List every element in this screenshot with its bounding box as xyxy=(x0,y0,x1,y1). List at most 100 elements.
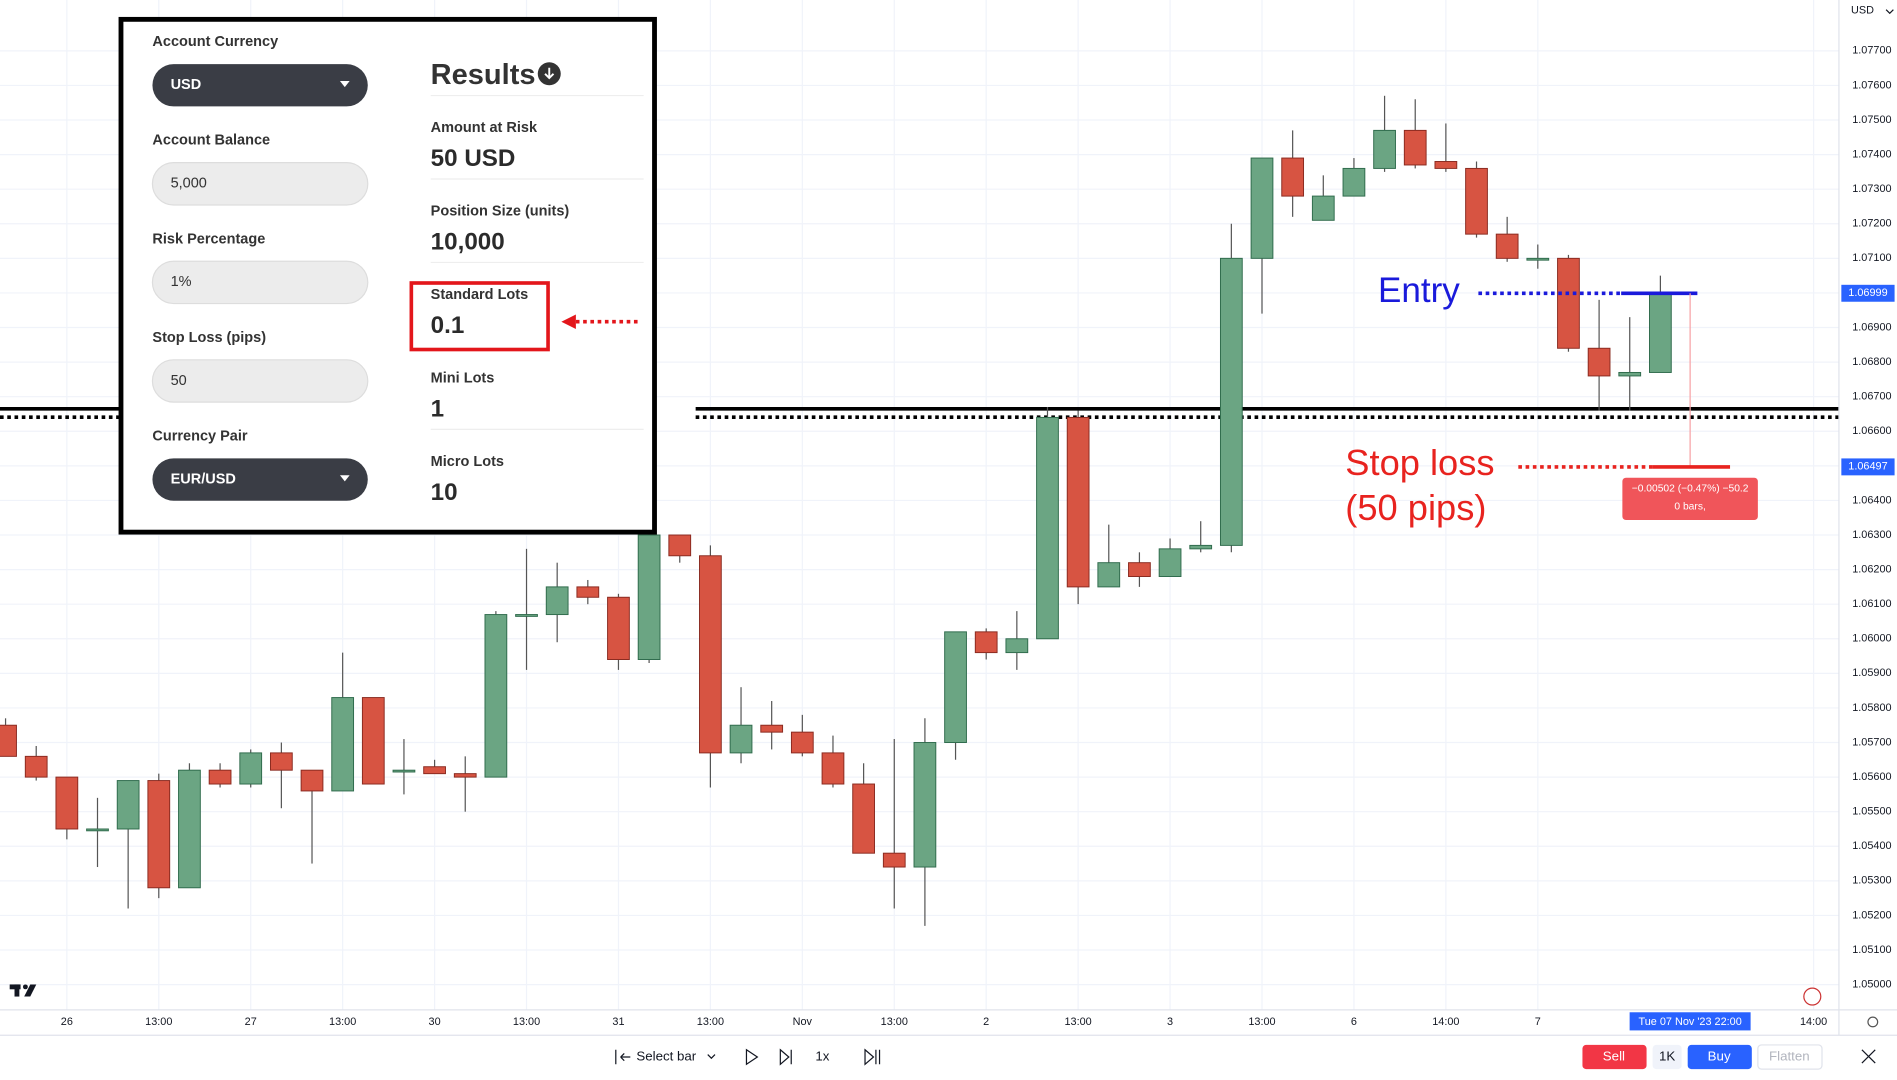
candle-body xyxy=(331,697,355,792)
toolbar: Select bar 1x Sell 1K Buy Flatten xyxy=(615,1044,1876,1070)
candle-body xyxy=(974,631,998,654)
x-tick-label: Nov xyxy=(793,1016,813,1028)
logo-part xyxy=(22,984,28,990)
candle-body xyxy=(453,773,477,778)
candle-body xyxy=(699,555,722,754)
x-tick-label: 13:00 xyxy=(1248,1016,1275,1028)
result-label: Standard Lots xyxy=(431,287,529,303)
field-label: Stop Loss (pips) xyxy=(152,330,266,346)
input[interactable] xyxy=(151,359,369,403)
currency[interactable]: USD xyxy=(1851,5,1874,17)
price-label: 1.06999 xyxy=(1848,287,1887,299)
field-label: Risk Percentage xyxy=(152,231,265,247)
candle-body xyxy=(668,534,692,557)
candle-body xyxy=(1373,129,1396,169)
flag-icon[interactable] xyxy=(1803,987,1822,1006)
y-tick-label: 1.07100 xyxy=(1852,252,1891,264)
x-tick-label: 3 xyxy=(1167,1016,1173,1028)
logo-part xyxy=(24,984,37,997)
candle-body xyxy=(1403,129,1427,166)
y-tick-label: 1.06200 xyxy=(1852,563,1891,575)
candle-body xyxy=(1158,548,1182,577)
candle-body xyxy=(729,724,753,754)
result-label: Micro Lots xyxy=(431,454,504,470)
candle-body xyxy=(1495,233,1519,259)
candle-body xyxy=(1526,257,1550,261)
x-tick-label: 13:00 xyxy=(697,1016,724,1028)
input[interactable] xyxy=(151,162,369,206)
quantity-box[interactable] xyxy=(1652,1044,1682,1070)
result-label: Amount at Risk xyxy=(431,120,538,136)
price-label-box xyxy=(1841,284,1895,302)
settings-icon[interactable] xyxy=(1867,1016,1879,1028)
step-button[interactable] xyxy=(779,1048,792,1066)
field-label: Account Balance xyxy=(152,133,270,149)
measure-box xyxy=(1622,477,1758,521)
sell-button[interactable] xyxy=(1582,1044,1647,1070)
close-button[interactable] xyxy=(1861,1049,1876,1064)
x-tick-label: 13:00 xyxy=(881,1016,908,1028)
select-bar[interactable]: Select bar xyxy=(636,1049,696,1064)
candle-body xyxy=(86,828,109,832)
y-tick-label: 1.06400 xyxy=(1852,494,1891,506)
y-tick-label: 1.05300 xyxy=(1852,875,1891,887)
dropdown-arrow xyxy=(339,81,350,88)
dropdown[interactable] xyxy=(152,458,368,501)
candle-body xyxy=(1281,157,1305,197)
play-button[interactable] xyxy=(745,1048,759,1066)
entry-label: Entry xyxy=(1378,271,1460,310)
speed[interactable]: 1x xyxy=(815,1049,829,1064)
candle-body xyxy=(1618,371,1642,377)
candle-body xyxy=(208,769,232,785)
y-tick-label: 1.05600 xyxy=(1852,771,1891,783)
x-tick-label: 26 xyxy=(61,1016,73,1028)
candle-body xyxy=(1005,638,1029,654)
flatten-button[interactable] xyxy=(1757,1044,1823,1070)
candle-body xyxy=(913,742,937,868)
candle-body xyxy=(1066,416,1090,588)
x-tick-label: 13:00 xyxy=(513,1016,540,1028)
axes: 1.07700 1.07600 1.07500 1.07400 1.07300 1.072… xyxy=(61,45,1895,1028)
tv-logo xyxy=(9,984,37,997)
candle-body xyxy=(1189,544,1213,550)
input[interactable] xyxy=(151,260,369,305)
result-value: 50 USD xyxy=(431,145,516,172)
dropdown-arrow xyxy=(339,475,350,482)
buy-button[interactable] xyxy=(1687,1044,1752,1070)
candle-body xyxy=(1465,167,1488,235)
candle-body xyxy=(1128,562,1151,577)
candle-body xyxy=(821,752,845,785)
y-tick-label: 1.05000 xyxy=(1852,978,1891,990)
jump-button[interactable] xyxy=(864,1048,881,1066)
field-value: USD xyxy=(171,77,202,93)
candle-body xyxy=(790,731,814,754)
y-tick-label: 1.06600 xyxy=(1852,425,1891,437)
calculator-panel: Account Currency USD Account Balance 5,000 R… xyxy=(118,16,657,535)
candle-body xyxy=(484,614,508,778)
download-arrow xyxy=(544,67,555,80)
y-tick-label: 1.07300 xyxy=(1852,183,1891,195)
field-value: 1% xyxy=(171,274,192,290)
candle-body xyxy=(576,586,600,598)
x-tick-label: 6 xyxy=(1351,1016,1357,1028)
measure-text: 0 bars, xyxy=(1674,501,1705,512)
candle-body xyxy=(116,780,140,830)
logo-part xyxy=(14,984,20,997)
y-tick-label: 1.07700 xyxy=(1852,45,1891,57)
dropdown[interactable] xyxy=(152,64,368,107)
time-label: Tue 07 Nov '23 22:00 xyxy=(1638,1016,1741,1028)
field-value: 50 xyxy=(171,373,187,389)
result-value: 10 xyxy=(431,479,458,506)
field-value: EUR/USD xyxy=(171,471,236,487)
annotations: Entry Stop loss (50 pips) −0.00502 (−0.4… xyxy=(1345,271,1758,528)
y-tick-label: 1.05500 xyxy=(1852,806,1891,818)
candle-body xyxy=(1649,292,1672,373)
candle-body xyxy=(515,614,538,617)
candle-body xyxy=(423,766,446,775)
y-tick-label: 1.06300 xyxy=(1852,529,1891,541)
y-tick-label: 1.05800 xyxy=(1852,702,1891,714)
measure-text: −0.00502 (−0.47%) −50.2 xyxy=(1632,483,1749,494)
y-tick-label: 1.05200 xyxy=(1852,909,1891,921)
x-tick-label: 14:00 xyxy=(1432,1016,1459,1028)
